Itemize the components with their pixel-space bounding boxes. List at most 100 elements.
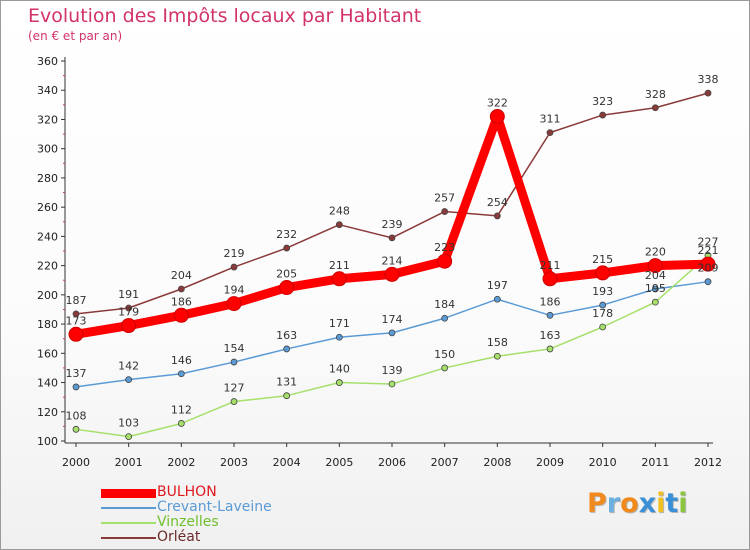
data-label: 186 (171, 295, 192, 308)
data-point (72, 310, 80, 318)
data-point (384, 266, 400, 282)
data-point (173, 307, 189, 323)
chart-subtitle: (en € et par an) (28, 29, 123, 43)
data-label: 254 (487, 196, 508, 209)
data-point (388, 329, 396, 337)
data-label: 328 (645, 88, 666, 101)
data-label: 211 (329, 259, 350, 272)
data-point (542, 271, 558, 287)
data-label: 173 (66, 314, 87, 327)
data-label: 211 (540, 259, 561, 272)
data-label: 179 (118, 306, 139, 319)
data-point (335, 333, 343, 341)
data-point (704, 89, 712, 97)
data-label: 139 (382, 364, 403, 377)
data-point (441, 314, 449, 322)
logo-letter: x (638, 488, 657, 519)
data-label: 171 (329, 317, 350, 330)
data-label: 239 (382, 218, 403, 231)
data-point (230, 398, 238, 405)
data-label: 187 (66, 294, 87, 307)
data-label: 311 (540, 113, 561, 126)
x-tick-label: 2009 (536, 456, 564, 469)
legend-label: Vinzelles (157, 514, 219, 530)
data-point (283, 345, 291, 353)
y-tick-label: 340 (37, 84, 58, 97)
y-tick-label: 320 (37, 113, 58, 126)
data-point (388, 234, 396, 242)
data-label: 194 (224, 284, 245, 297)
data-label: 186 (540, 295, 561, 308)
data-label: 214 (382, 254, 403, 267)
x-tick-label: 2007 (431, 456, 459, 469)
data-point (704, 278, 712, 286)
data-point (595, 265, 611, 281)
data-label: 142 (118, 360, 139, 373)
data-point (599, 301, 607, 309)
data-point (230, 358, 238, 366)
data-point (177, 285, 185, 293)
data-point (441, 364, 449, 372)
data-label: 220 (645, 246, 666, 259)
y-tick-label: 140 (37, 377, 58, 390)
data-label: 215 (592, 253, 613, 266)
data-point (177, 370, 185, 378)
y-tick-label: 100 (37, 435, 58, 448)
data-point (125, 376, 133, 384)
data-point (546, 129, 554, 137)
data-label: 163 (276, 329, 297, 342)
data-label: 103 (118, 417, 139, 430)
data-point (441, 208, 449, 215)
data-point (651, 285, 659, 293)
data-point (230, 263, 238, 271)
x-tick-label: 2000 (62, 456, 90, 469)
data-label: 163 (540, 329, 561, 342)
data-point (125, 433, 133, 441)
x-tick-label: 2008 (483, 456, 511, 469)
data-label: 322 (487, 97, 508, 110)
data-point (493, 212, 501, 220)
legend-label: BULHON (157, 484, 217, 500)
data-label: 195 (645, 282, 666, 295)
data-point (493, 295, 501, 303)
data-label: 178 (592, 307, 613, 320)
logo-letter: i (678, 488, 688, 519)
x-tick-label: 2004 (273, 456, 301, 469)
y-tick-label: 300 (37, 143, 58, 156)
legend-label: Crevant-Laveine (157, 499, 272, 515)
y-tick-label: 240 (37, 230, 58, 243)
data-label: 248 (329, 205, 350, 218)
data-label: 140 (329, 363, 350, 376)
data-label: 191 (118, 288, 139, 301)
data-label: 108 (66, 409, 87, 422)
data-point (651, 298, 659, 306)
logo-letter: P (587, 488, 607, 519)
y-tick-label: 280 (37, 172, 58, 185)
data-label: 112 (171, 403, 192, 416)
logo-letter: i (656, 488, 666, 519)
data-point (651, 104, 659, 112)
data-point (437, 253, 453, 269)
data-point (599, 323, 607, 331)
data-label: 338 (698, 73, 719, 86)
data-label: 131 (276, 376, 297, 389)
data-point (72, 383, 80, 391)
data-point (647, 258, 663, 274)
data-point (546, 345, 554, 353)
data-point (72, 425, 80, 433)
chart-title: Evolution des Impôts locaux par Habitant (28, 5, 422, 27)
y-tick-label: 360 (37, 55, 58, 68)
data-point (121, 318, 137, 334)
data-label: 154 (224, 342, 245, 355)
data-label: 227 (698, 235, 719, 248)
y-tick-label: 180 (37, 318, 58, 331)
data-label: 146 (171, 354, 192, 367)
y-tick-label: 200 (37, 289, 58, 302)
data-label: 257 (434, 192, 455, 205)
legend-swatch (101, 537, 156, 539)
legend-swatch (101, 522, 156, 524)
x-tick-label: 2002 (167, 456, 195, 469)
data-point (388, 380, 396, 388)
